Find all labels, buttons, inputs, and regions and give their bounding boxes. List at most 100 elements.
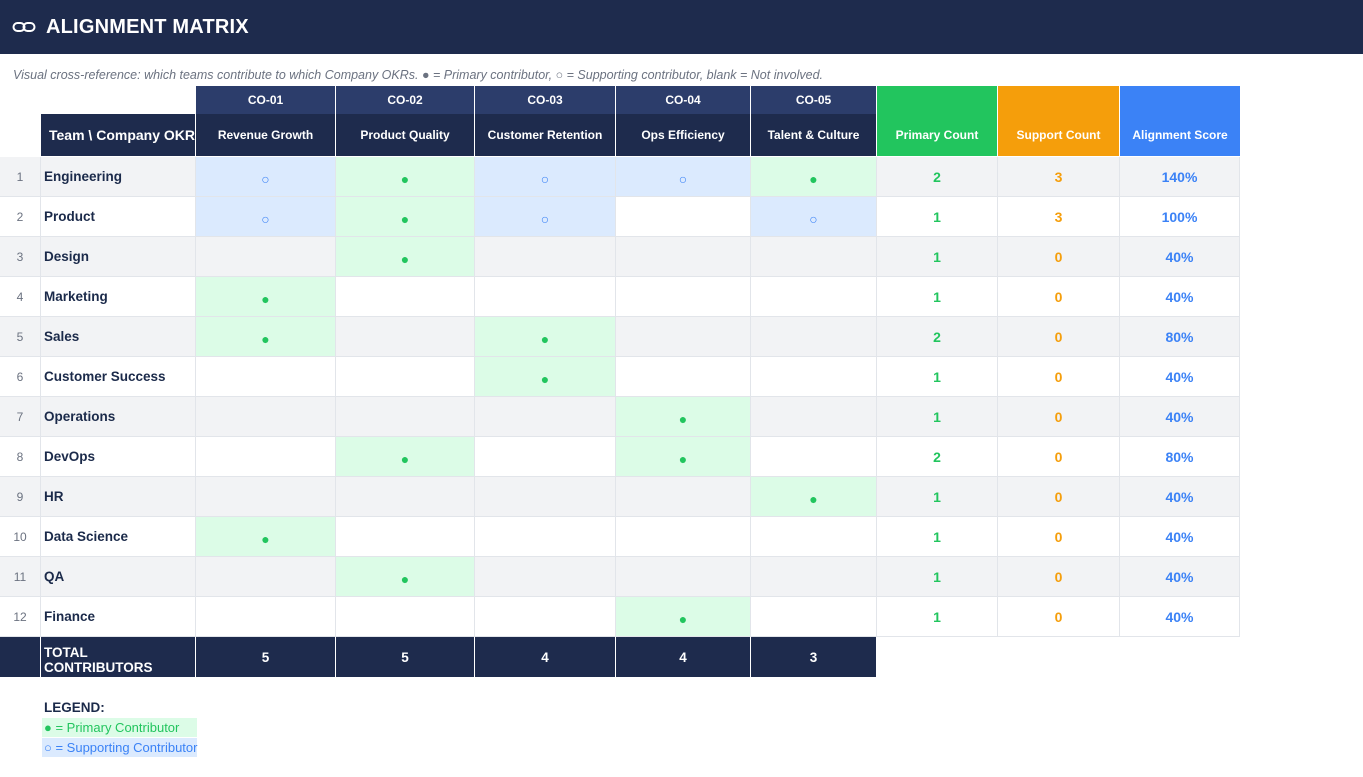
primary-count-value: 2 bbox=[877, 157, 998, 197]
row-number: 2 bbox=[0, 197, 41, 237]
row-number: 11 bbox=[0, 557, 41, 597]
empty-cell bbox=[751, 237, 877, 277]
primary-count-value: 2 bbox=[877, 437, 998, 477]
empty-cell bbox=[616, 197, 751, 237]
primary-contributor-cell: ● bbox=[616, 397, 751, 437]
okr-name-header: Revenue Growth bbox=[196, 114, 336, 156]
link-icon bbox=[12, 22, 36, 32]
empty-cell bbox=[336, 357, 475, 397]
primary-contributor-cell: ● bbox=[616, 597, 751, 637]
primary-count-value: 1 bbox=[877, 557, 998, 597]
total-contributors-value: 4 bbox=[616, 637, 751, 677]
primary-dot-icon: ● bbox=[678, 410, 688, 427]
title-bar: ALIGNMENT MATRIX bbox=[0, 0, 1363, 54]
support-circle-icon: ○ bbox=[809, 210, 818, 227]
alignment-score-value: 40% bbox=[1120, 557, 1240, 597]
primary-dot-icon: ● bbox=[400, 450, 410, 467]
empty-cell bbox=[616, 237, 751, 277]
team-name: HR bbox=[41, 477, 196, 517]
okr-code-header: CO-02 bbox=[336, 86, 475, 114]
primary-contributor-cell: ● bbox=[616, 437, 751, 477]
primary-count-value: 2 bbox=[877, 317, 998, 357]
okr-name-header: Customer Retention bbox=[475, 114, 616, 156]
primary-dot-icon: ● bbox=[261, 290, 270, 307]
empty-cell bbox=[196, 357, 336, 397]
team-name: Customer Success bbox=[41, 357, 196, 397]
alignment-score-value: 80% bbox=[1120, 437, 1240, 477]
empty-cell bbox=[475, 557, 616, 597]
empty-cell bbox=[475, 277, 616, 317]
empty-cell bbox=[616, 517, 751, 557]
row-number: 8 bbox=[0, 437, 41, 477]
support-count-header-band bbox=[998, 86, 1120, 114]
empty-cell bbox=[336, 477, 475, 517]
alignment-score-value: 40% bbox=[1120, 517, 1240, 557]
empty-cell bbox=[751, 397, 877, 437]
primary-dot-icon: ● bbox=[400, 250, 410, 267]
okr-name-header: Talent & Culture bbox=[751, 114, 877, 156]
corner-header: Team \ Company OKR bbox=[41, 114, 196, 156]
alignment-score-value: 40% bbox=[1120, 277, 1240, 317]
primary-dot-icon: ● bbox=[540, 330, 550, 347]
primary-contributor-cell: ● bbox=[475, 357, 616, 397]
support-count-value: 0 bbox=[998, 477, 1120, 517]
team-name: Product bbox=[41, 197, 196, 237]
supporting-contributor-cell: ○ bbox=[196, 197, 336, 237]
empty-cell bbox=[475, 517, 616, 557]
empty-cell bbox=[616, 277, 751, 317]
supporting-contributor-cell: ○ bbox=[196, 157, 336, 197]
support-count-value: 0 bbox=[998, 317, 1120, 357]
row-number: 5 bbox=[0, 317, 41, 357]
alignment-score-value: 100% bbox=[1120, 197, 1240, 237]
empty-cell bbox=[751, 597, 877, 637]
okr-code-header: CO-01 bbox=[196, 86, 336, 114]
support-circle-icon: ○ bbox=[540, 210, 550, 227]
supporting-contributor-cell: ○ bbox=[475, 157, 616, 197]
support-count-value: 0 bbox=[998, 437, 1120, 477]
empty-cell bbox=[751, 317, 877, 357]
support-count-value: 0 bbox=[998, 277, 1120, 317]
empty-cell bbox=[196, 597, 336, 637]
alignment-score-value: 140% bbox=[1120, 157, 1240, 197]
primary-count-value: 1 bbox=[877, 277, 998, 317]
support-count-header: Support Count bbox=[998, 114, 1120, 156]
total-contributors-value: 3 bbox=[751, 637, 877, 677]
support-circle-icon: ○ bbox=[261, 210, 270, 227]
empty-cell bbox=[336, 277, 475, 317]
supporting-contributor-cell: ○ bbox=[616, 157, 751, 197]
primary-count-header: Primary Count bbox=[877, 114, 998, 156]
support-count-value: 3 bbox=[998, 197, 1120, 237]
support-circle-icon: ○ bbox=[540, 170, 550, 187]
support-count-value: 0 bbox=[998, 597, 1120, 637]
primary-contributor-cell: ● bbox=[336, 157, 475, 197]
empty-cell bbox=[616, 477, 751, 517]
legend-title: LEGEND: bbox=[44, 700, 105, 715]
okr-code-header: CO-03 bbox=[475, 86, 616, 114]
primary-dot-icon: ● bbox=[400, 210, 410, 227]
row-number: 3 bbox=[0, 237, 41, 277]
primary-count-value: 1 bbox=[877, 397, 998, 437]
primary-contributor-cell: ● bbox=[336, 557, 475, 597]
alignment-score-value: 80% bbox=[1120, 317, 1240, 357]
empty-cell bbox=[616, 357, 751, 397]
team-name: Design bbox=[41, 237, 196, 277]
alignment-score-value: 40% bbox=[1120, 237, 1240, 277]
empty-cell bbox=[475, 397, 616, 437]
row-number: 7 bbox=[0, 397, 41, 437]
empty-cell bbox=[196, 237, 336, 277]
empty-cell bbox=[751, 357, 877, 397]
primary-contributor-cell: ● bbox=[475, 317, 616, 357]
empty-cell bbox=[751, 437, 877, 477]
primary-contributor-cell: ● bbox=[751, 477, 877, 517]
empty-cell bbox=[475, 477, 616, 517]
total-contributors-value: 5 bbox=[336, 637, 475, 677]
total-contributors-value: 5 bbox=[196, 637, 336, 677]
total-contributors-label: TOTAL CONTRIBUTORS bbox=[41, 637, 196, 677]
primary-dot-icon: ● bbox=[400, 570, 410, 587]
empty-cell bbox=[196, 477, 336, 517]
okr-name-header: Product Quality bbox=[336, 114, 475, 156]
primary-contributor-cell: ● bbox=[336, 237, 475, 277]
team-name: Engineering bbox=[41, 157, 196, 197]
legend-support: ○ = Supporting Contributor bbox=[42, 738, 198, 757]
row-number: 6 bbox=[0, 357, 41, 397]
